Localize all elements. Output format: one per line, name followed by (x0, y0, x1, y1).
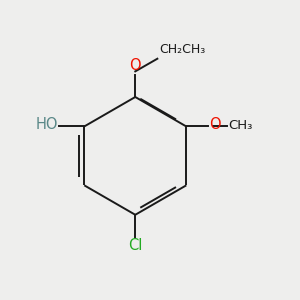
Text: O: O (209, 118, 221, 133)
Text: CH₂CH₃: CH₂CH₃ (159, 44, 205, 56)
Text: Cl: Cl (128, 238, 142, 253)
Text: HO: HO (35, 118, 58, 133)
Text: O: O (130, 58, 141, 74)
Text: CH₃: CH₃ (228, 119, 253, 132)
